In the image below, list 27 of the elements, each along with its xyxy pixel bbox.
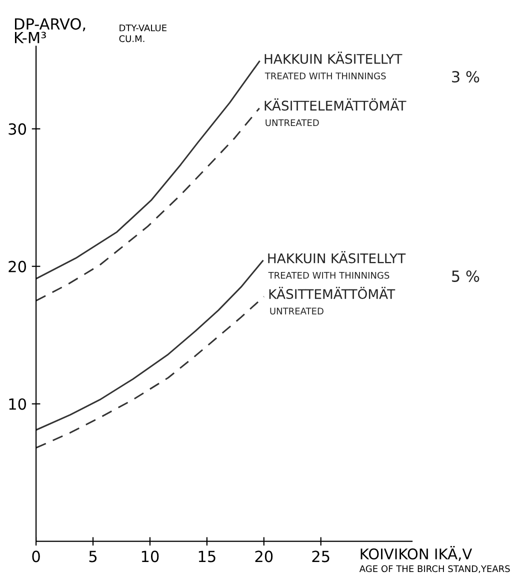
x-tick-label: 25: [312, 550, 330, 562]
line-series: [36, 60, 260, 280]
series-label: KÄSITTELEMÄTTÖMÄT: [264, 98, 406, 111]
annotation: UNTREATED: [270, 308, 324, 314]
x-tick-label: 10: [142, 550, 159, 562]
text: 3 %: [452, 70, 480, 83]
x-tick-label: 20: [255, 550, 273, 562]
x-axis-title: KOIVIKON IKÄ,V: [360, 546, 472, 561]
series-label: HAKKUIN KÄSITELLYT: [264, 52, 402, 64]
annotation: TREATED WITH THINNINGS: [264, 72, 386, 80]
line-series: [36, 107, 260, 302]
x-tick-label: 0: [32, 550, 40, 562]
series-label: KÄSITTEMÄTTÖMÄT: [269, 286, 396, 300]
x-tick-label: 5: [89, 550, 97, 562]
y-tick-label: 30: [8, 123, 26, 135]
line-series: [36, 296, 265, 449]
text: AGE OF THE BIRCH STAND,YEARS: [359, 565, 510, 574]
line-series: [36, 260, 264, 431]
annotation: UNTREATED: [266, 119, 319, 126]
text: 5 %: [452, 270, 480, 282]
y-axis-title: DP-ARVO, K-M³: [14, 18, 86, 44]
y-tick-label: 20: [8, 260, 26, 272]
series-label: HAKKUIN KÄSITELLYT: [268, 251, 406, 264]
text: DTY-VALUE CU.M.: [119, 24, 166, 42]
annotation: TREATED WITH THINNINGS: [268, 272, 390, 279]
y-tick-label: 10: [9, 398, 26, 410]
x-tick-label: 15: [198, 550, 216, 562]
